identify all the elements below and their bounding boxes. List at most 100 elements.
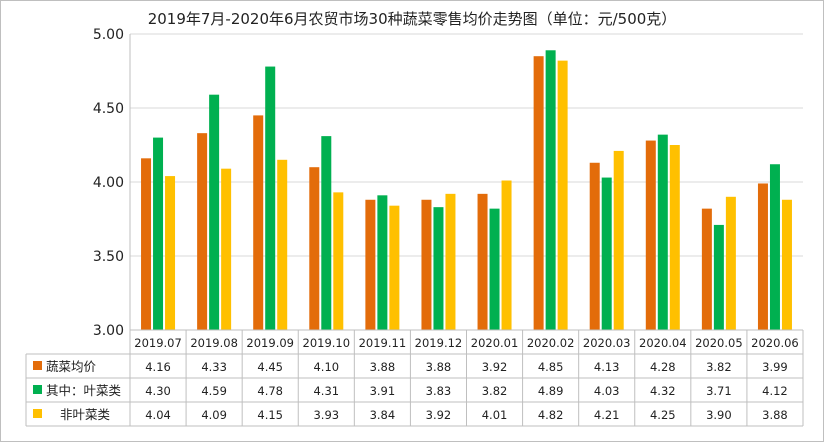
- bar: [365, 199, 376, 330]
- bar: [141, 158, 152, 330]
- data-label: 4.45: [257, 360, 283, 374]
- x-tick-label: 2019.12: [415, 336, 463, 350]
- x-tick-label: 2019.11: [359, 336, 407, 350]
- data-label: 3.71: [706, 384, 732, 398]
- data-label: 3.82: [706, 360, 732, 374]
- data-label: 4.01: [482, 408, 508, 422]
- bar: [477, 193, 488, 330]
- data-label: 3.88: [370, 360, 396, 374]
- data-label: 4.89: [538, 384, 564, 398]
- data-label: 3.84: [370, 408, 396, 422]
- bar: [489, 208, 500, 330]
- y-axis: 3.00 3.50 4.00 4.50 5.00: [93, 27, 124, 339]
- chart-title: 2019年7月-2020年6月农贸市场30种蔬菜零售均价走势图（单位：元/500…: [148, 10, 677, 28]
- data-label: 3.88: [762, 408, 788, 422]
- bar: [209, 94, 220, 331]
- data-label: 4.13: [594, 360, 620, 374]
- y-tick-label: 3.50: [93, 249, 124, 265]
- bar: [701, 208, 712, 330]
- bar: [309, 167, 320, 330]
- data-label: 3.88: [426, 360, 452, 374]
- legend-label: 非叶菜类: [60, 407, 111, 422]
- data-label: 4.32: [650, 384, 676, 398]
- y-tick-label: 5.00: [93, 27, 124, 43]
- data-label: 4.82: [538, 408, 564, 422]
- x-tick-label: 2019.07: [134, 336, 182, 350]
- data-table: 2019.07 2019.08 2019.09 2019.10 2019.11 2019.…: [25, 34, 804, 427]
- bar: [501, 180, 512, 330]
- bar: [657, 134, 668, 330]
- legend-label: 其中：叶菜类: [46, 383, 122, 398]
- x-tick-label: 2020.05: [695, 336, 743, 350]
- bar: [153, 137, 164, 330]
- data-label: 4.10: [313, 360, 339, 374]
- bar: [277, 159, 288, 330]
- bar: [433, 207, 444, 330]
- bar: [321, 136, 332, 330]
- y-tick-label: 4.00: [93, 175, 124, 191]
- data-label: 4.21: [594, 408, 620, 422]
- data-label: 3.92: [482, 360, 508, 374]
- data-label: 4.33: [201, 360, 227, 374]
- data-label: 4.85: [538, 360, 564, 374]
- bar: [601, 177, 612, 330]
- data-label: 3.99: [762, 360, 788, 374]
- bar: [533, 56, 544, 330]
- legend-swatch: [33, 385, 42, 394]
- x-tick-label: 2020.03: [583, 336, 631, 350]
- bar: [545, 50, 556, 330]
- data-label: 4.31: [313, 384, 339, 398]
- x-tick-label: 2019.08: [190, 336, 238, 350]
- bar: [725, 196, 736, 330]
- bar: [221, 168, 232, 330]
- bar: [377, 195, 388, 330]
- bar: [265, 66, 276, 330]
- data-label: 3.83: [426, 384, 452, 398]
- data-label: 4.59: [201, 384, 227, 398]
- data-label: 4.30: [145, 384, 171, 398]
- data-label: 4.25: [650, 408, 676, 422]
- data-label: 3.82: [482, 384, 508, 398]
- bar: [253, 115, 264, 331]
- bar: [769, 164, 780, 330]
- data-label: 4.16: [145, 360, 171, 374]
- bar: [389, 205, 400, 330]
- data-label: 4.04: [145, 408, 171, 422]
- data-label: 4.12: [762, 384, 788, 398]
- x-tick-label: 2019.09: [246, 336, 294, 350]
- legend-swatch: [33, 361, 42, 370]
- data-label: 4.15: [257, 408, 283, 422]
- bar: [333, 192, 344, 330]
- bars: [141, 50, 792, 331]
- bar: [589, 162, 600, 330]
- data-label: 3.92: [426, 408, 452, 422]
- bar: [197, 133, 208, 330]
- bar: [781, 199, 792, 330]
- data-label: 3.93: [313, 408, 339, 422]
- bar: [557, 60, 568, 330]
- bar: [757, 183, 768, 330]
- legend-swatch: [33, 409, 42, 418]
- bar: [445, 193, 456, 330]
- y-tick-label: 4.50: [93, 101, 124, 117]
- x-tick-label: 2020.04: [639, 336, 687, 350]
- bar: [613, 150, 624, 330]
- bar: [645, 140, 656, 330]
- data-label: 4.03: [594, 384, 620, 398]
- data-label: 4.28: [650, 360, 676, 374]
- bar: [713, 224, 724, 330]
- bar: [421, 199, 432, 330]
- x-tick-label: 2020.06: [751, 336, 799, 350]
- y-tick-label: 3.00: [93, 323, 124, 339]
- x-tick-label: 2020.01: [471, 336, 519, 350]
- data-label: 3.90: [706, 408, 732, 422]
- legend-label: 蔬菜均价: [46, 359, 97, 374]
- data-label: 3.91: [370, 384, 396, 398]
- data-label: 4.09: [201, 408, 227, 422]
- x-tick-label: 2020.02: [527, 336, 575, 350]
- bar: [669, 145, 680, 330]
- data-label: 4.78: [257, 384, 283, 398]
- bar: [165, 176, 176, 330]
- x-tick-label: 2019.10: [303, 336, 351, 350]
